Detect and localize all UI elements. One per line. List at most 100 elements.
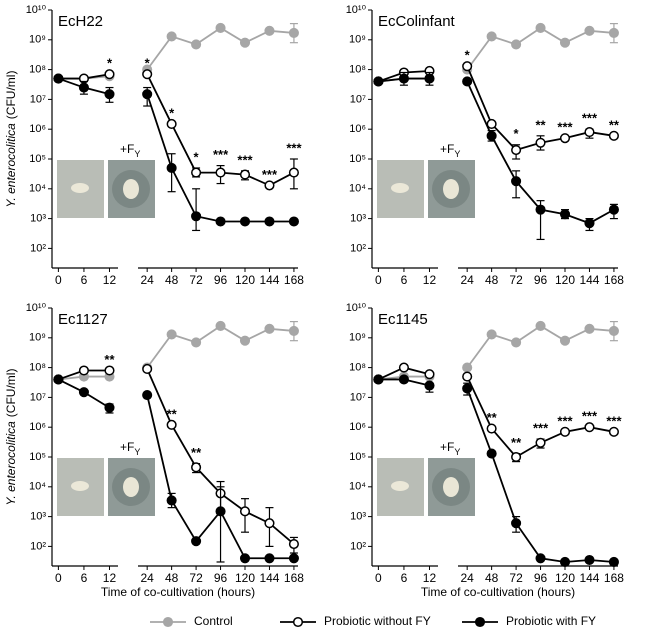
colony	[123, 477, 139, 497]
x-tick-label: 12	[103, 273, 117, 287]
significance: **	[609, 117, 620, 132]
data-point	[53, 73, 64, 84]
colony	[123, 179, 139, 199]
colony	[71, 481, 89, 491]
x-tick-label: 24	[460, 273, 474, 287]
panel-title: Ec1127	[58, 311, 108, 328]
x-tick-label: 120	[555, 273, 575, 287]
panel-title: EcColinfant	[378, 13, 456, 30]
x-tick-label: 12	[423, 571, 437, 585]
y-tick-label: 10²	[350, 540, 366, 552]
significance: ***	[582, 111, 598, 126]
data-point	[239, 169, 251, 180]
data-point	[78, 365, 89, 376]
data-point	[191, 211, 202, 222]
data-point	[424, 380, 435, 391]
significance: **	[511, 435, 522, 450]
x-tick-label: 168	[604, 273, 624, 287]
data-point	[511, 39, 522, 50]
data-point	[239, 335, 251, 346]
significance: *	[194, 149, 200, 164]
x-tick-label: 72	[509, 571, 523, 585]
data-point	[104, 69, 115, 80]
data-point	[424, 369, 435, 380]
y-tick-label: 10⁷	[350, 391, 366, 403]
y-tick-label: 10⁹	[29, 332, 46, 344]
data-point	[535, 553, 546, 564]
data-point	[559, 37, 571, 48]
data-point	[264, 518, 275, 529]
x-tick-label: 144	[579, 273, 599, 287]
data-point	[486, 31, 497, 42]
panel: 10² 10³ 10⁴ 10⁵ 10⁶ 10⁷ 10⁸ 10⁹ 10¹⁰ 0 6 12 24 48 72 96…	[4, 4, 304, 287]
y-axis-label-species: Y. enterocolitica	[4, 421, 18, 506]
data-point	[264, 323, 275, 334]
significance: ***	[557, 120, 573, 135]
data-point	[215, 506, 226, 517]
x-tick-label: 120	[555, 571, 575, 585]
significance: **	[191, 445, 202, 460]
y-axis-label: Y. enterocolitica (CFU/ml)	[4, 71, 18, 208]
colony	[71, 183, 89, 193]
y-tick-label: 10⁴	[349, 481, 366, 493]
inset-label-sub: Y	[134, 149, 140, 159]
data-point	[191, 462, 202, 473]
data-point	[166, 118, 177, 130]
data-point	[608, 556, 619, 568]
data-point	[559, 133, 571, 144]
x-tick-label: 0	[375, 273, 382, 287]
data-point	[215, 22, 226, 33]
significance: ***	[213, 147, 229, 162]
data-point	[166, 162, 177, 174]
x-tick-label: 96	[214, 571, 228, 585]
data-point	[511, 337, 522, 348]
y-tick-label: 10⁶	[349, 123, 366, 135]
data-point	[104, 89, 115, 100]
y-axis-label-unit: (CFU/ml)	[4, 71, 18, 120]
data-point	[191, 39, 202, 50]
colony	[391, 481, 409, 491]
data-point	[264, 25, 275, 36]
x-tick-label: 0	[55, 571, 62, 585]
x-tick-label: 120	[235, 571, 255, 585]
y-tick-label: 10³	[30, 213, 46, 225]
x-tick-label: 0	[375, 571, 382, 585]
y-tick-label: 10¹⁰	[346, 4, 367, 16]
data-point	[486, 118, 497, 130]
data-point	[215, 320, 226, 331]
inset-label: +FY	[440, 142, 460, 159]
data-point	[608, 27, 619, 38]
inset-label-main: +F	[440, 440, 454, 454]
data-point	[535, 204, 546, 215]
x-tick-label: 144	[259, 571, 279, 585]
data-point	[264, 553, 275, 564]
data-point	[511, 176, 522, 187]
data-point	[584, 422, 595, 433]
x-tick-label: 12	[103, 571, 117, 585]
y-tick-label: 10³	[30, 511, 46, 523]
inset-label-main: +F	[120, 440, 134, 454]
data-point	[462, 362, 473, 373]
y-tick-label: 10⁴	[29, 481, 46, 493]
data-point	[535, 22, 546, 33]
data-point	[559, 335, 571, 346]
significance: ***	[237, 152, 253, 167]
panel-title: EcH22	[58, 13, 103, 30]
data-point	[535, 437, 546, 448]
y-tick-label: 10⁸	[29, 64, 46, 76]
data-point	[191, 167, 202, 178]
significance: ***	[286, 140, 302, 155]
y-tick-label: 10⁶	[29, 123, 46, 135]
y-tick-label: 10²	[30, 242, 46, 254]
data-point	[142, 363, 153, 375]
y-tick-label: 10³	[350, 511, 366, 523]
y-tick-label: 10¹⁰	[346, 302, 367, 314]
colony	[443, 179, 459, 199]
data-point	[78, 387, 89, 398]
data-point	[584, 323, 595, 334]
data-point	[215, 167, 226, 178]
data-point	[511, 451, 522, 463]
data-point	[535, 137, 546, 148]
panel: 10² 10³ 10⁴ 10⁵ 10⁶ 10⁷ 10⁸ 10⁹ 10¹⁰ 0 6 12 24 48 72 96…	[346, 4, 625, 287]
legend-label: Probiotic with FY	[506, 614, 596, 628]
